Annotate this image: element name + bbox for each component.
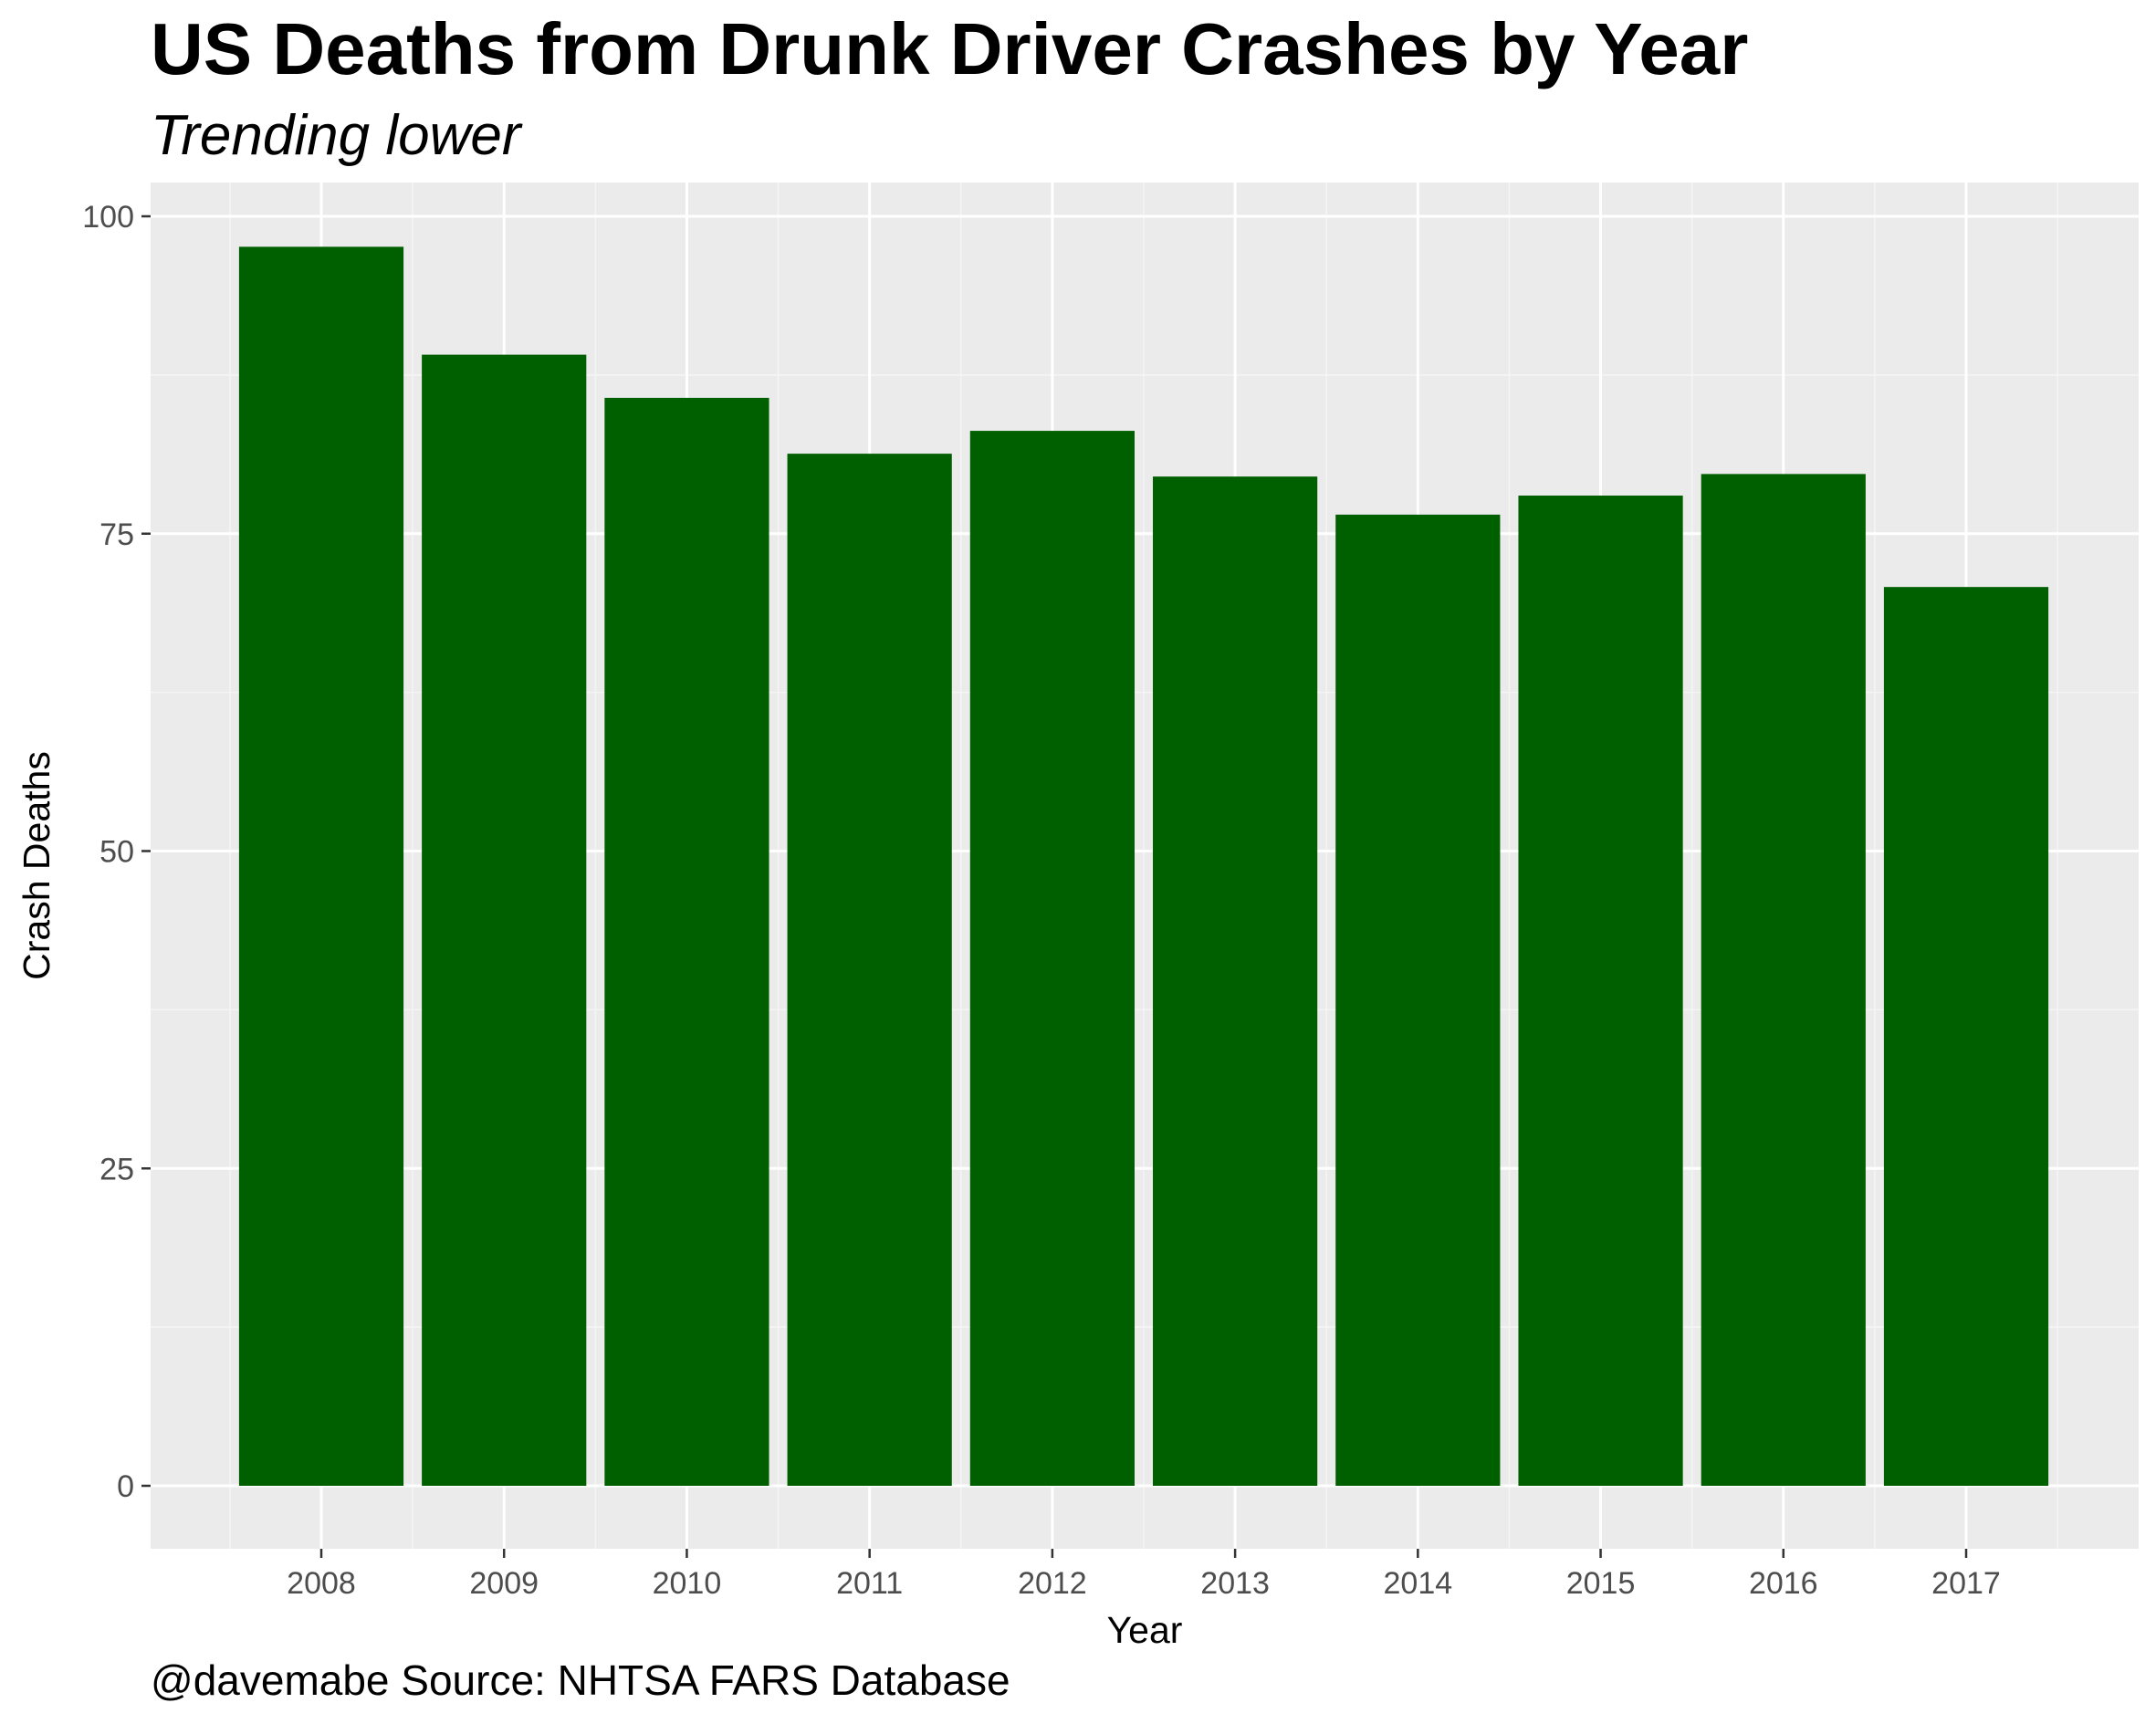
x-tick-label: 2017 — [1931, 1566, 2001, 1601]
bar-2017 — [1883, 587, 2049, 1486]
bar-2010 — [604, 397, 769, 1487]
y-tick-label: 100 — [82, 200, 134, 235]
x-tick-label: 2014 — [1384, 1566, 1453, 1601]
x-tick-label: 2008 — [287, 1566, 356, 1601]
bar-2015 — [1518, 496, 1683, 1486]
x-tick-label: 2012 — [1018, 1566, 1087, 1601]
x-tick-label: 2010 — [653, 1566, 722, 1601]
chart-title: US Deaths from Drunk Driver Crashes by Y… — [151, 8, 1749, 89]
x-tick-label: 2013 — [1200, 1566, 1270, 1601]
chart-caption: @davemabe Source: NHTSA FARS Database — [151, 1656, 1010, 1704]
y-tick-label: 0 — [117, 1469, 134, 1504]
chart-subtitle: Trending lower — [151, 104, 521, 167]
bar-2011 — [787, 454, 952, 1487]
bar-2009 — [422, 354, 587, 1486]
x-tick-label: 2011 — [836, 1566, 903, 1601]
bar-2008 — [238, 246, 404, 1486]
bar-2013 — [1153, 476, 1318, 1486]
x-tick-label: 2015 — [1566, 1566, 1636, 1601]
y-tick-label: 50 — [99, 835, 134, 870]
x-axis-title: Year — [1107, 1609, 1183, 1651]
bars — [238, 246, 2049, 1487]
bar-2016 — [1701, 474, 1866, 1486]
y-tick-label: 25 — [99, 1152, 134, 1186]
x-tick-label: 2016 — [1749, 1566, 1818, 1601]
bar-2014 — [1335, 514, 1501, 1486]
axes: 0 25 50 75 100 2008 2009 2010 2011 2012 2013 2014 20… — [82, 200, 2001, 1601]
y-axis-title: Crash Deaths — [16, 751, 58, 980]
x-tick-label: 2009 — [469, 1566, 539, 1601]
y-tick-label: 75 — [99, 517, 134, 552]
bar-2012 — [969, 431, 1135, 1487]
